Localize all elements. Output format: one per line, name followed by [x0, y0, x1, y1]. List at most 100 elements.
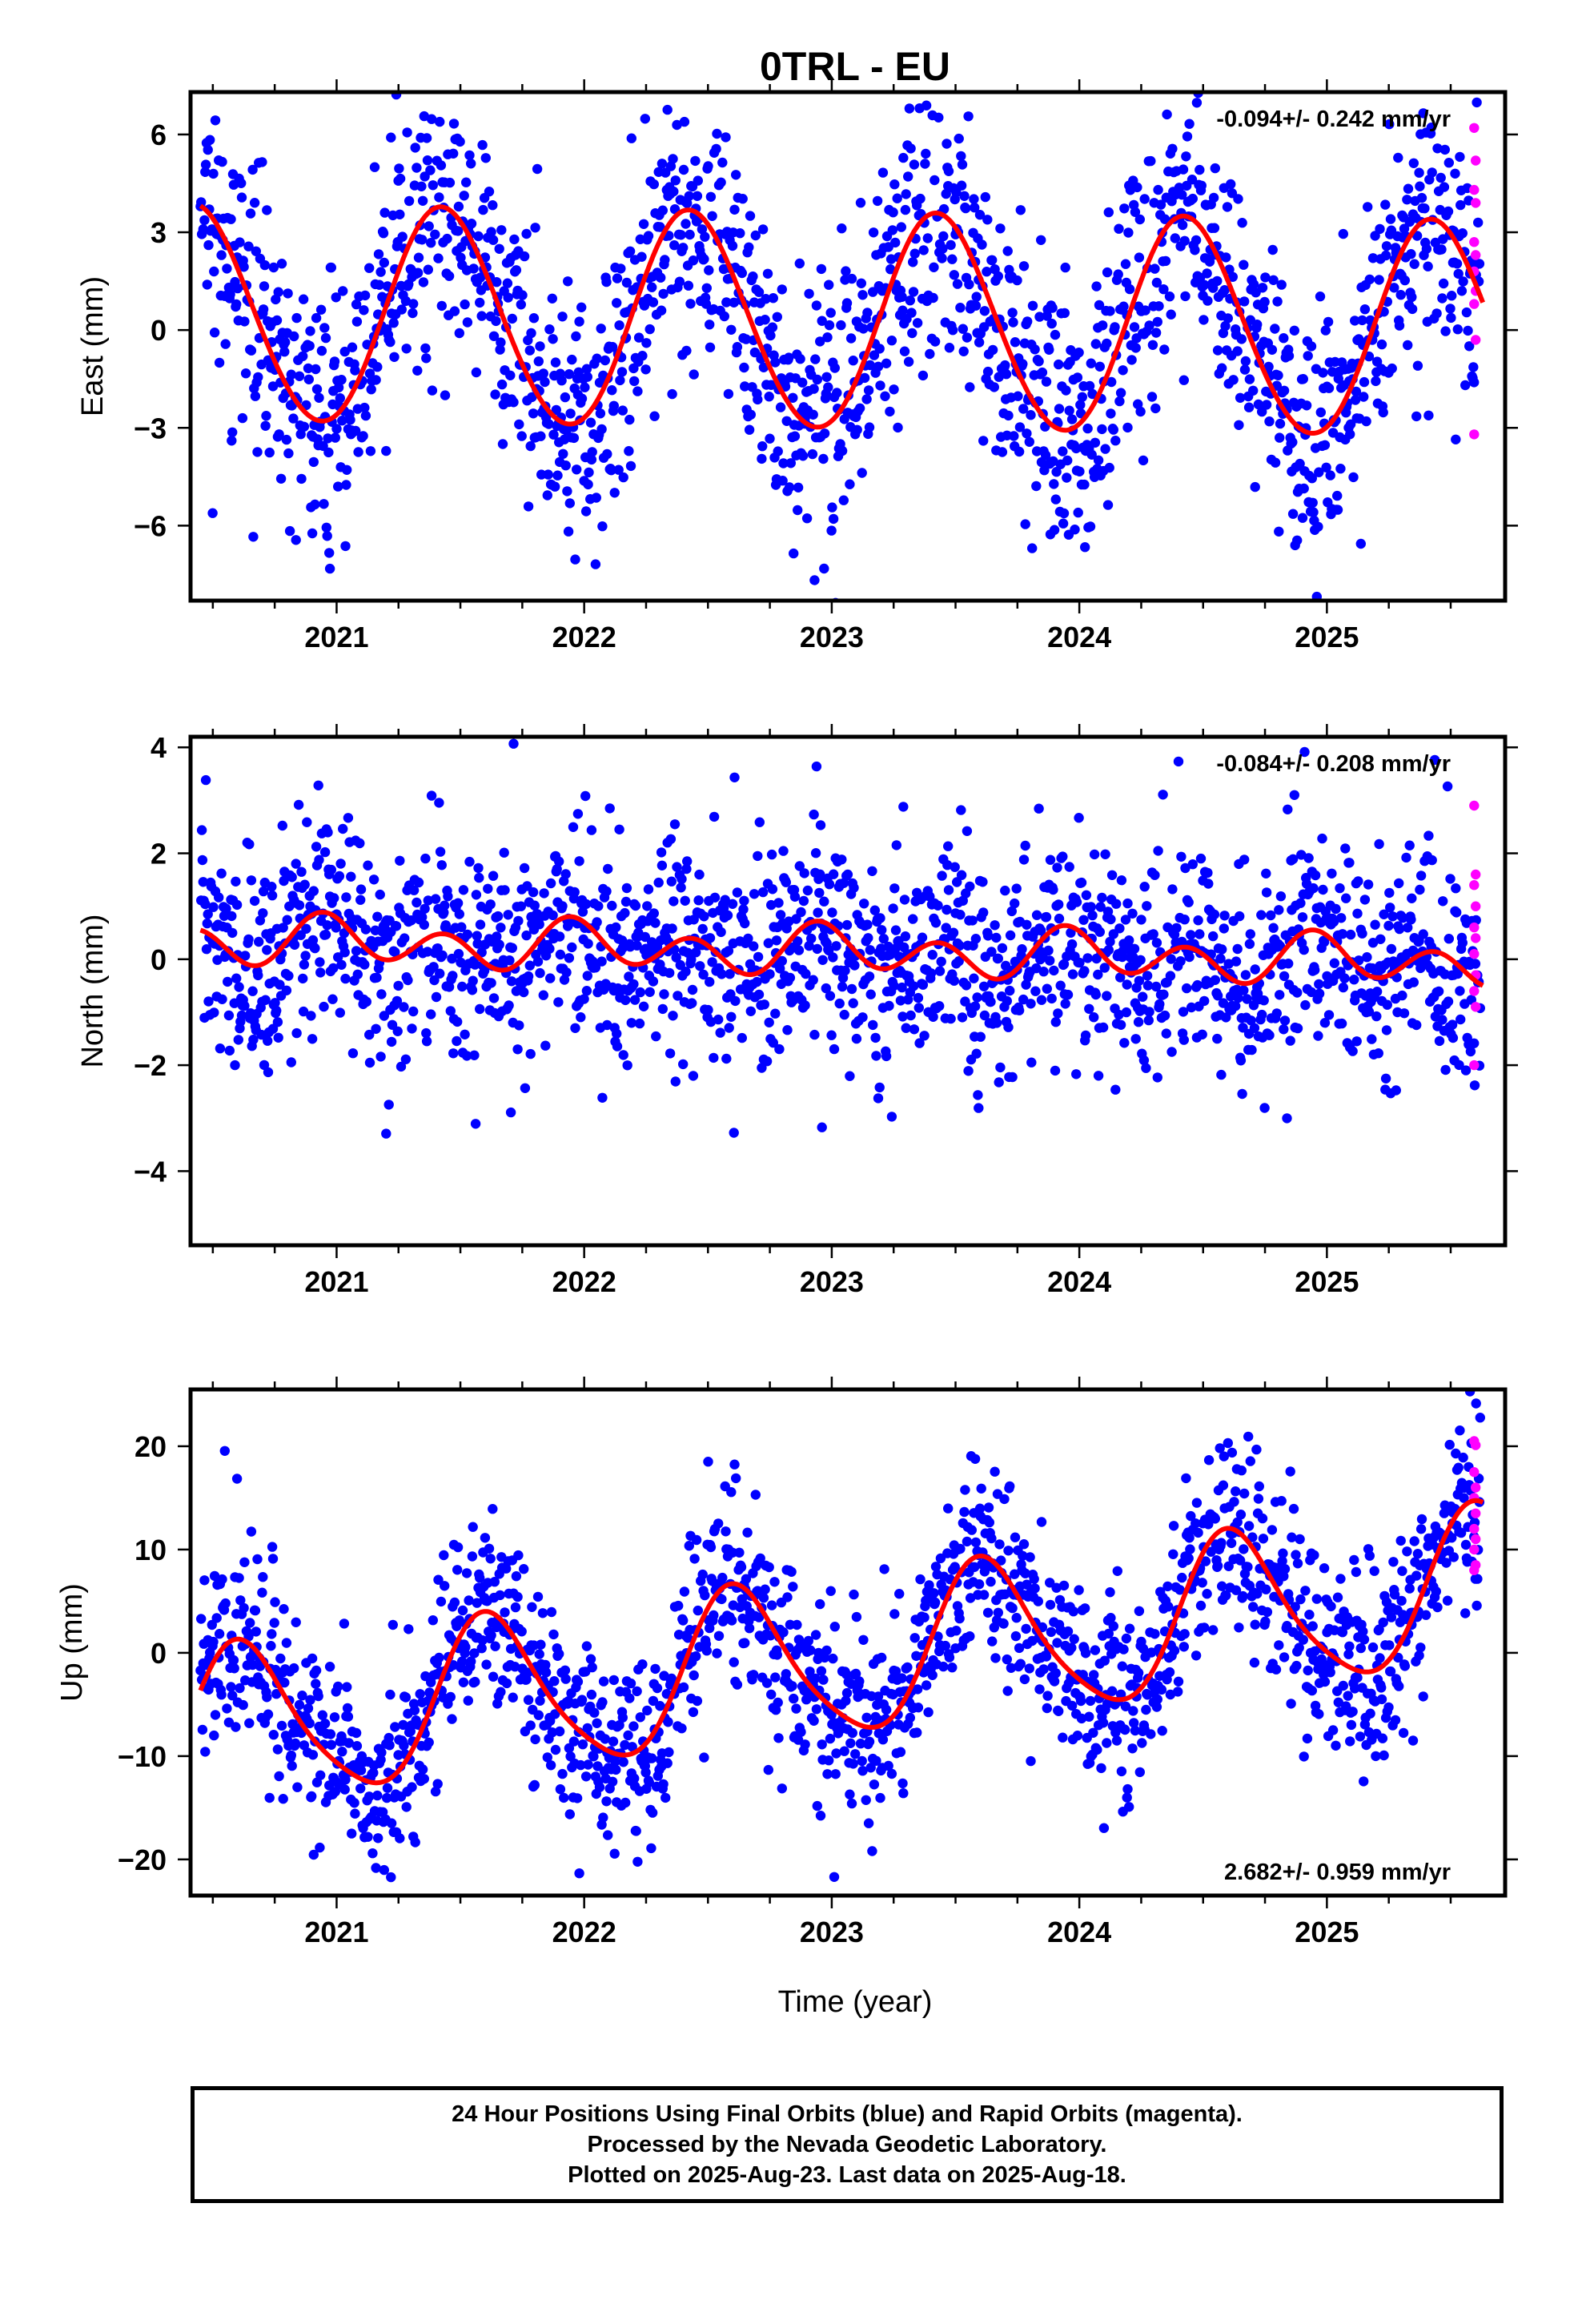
final-orbit-point — [822, 1769, 833, 1779]
final-orbit-point — [1167, 884, 1178, 895]
final-orbit-point — [555, 1784, 566, 1795]
final-orbit-point — [814, 887, 825, 899]
y-tick-label: 3 — [151, 216, 167, 249]
final-orbit-point — [770, 1672, 781, 1683]
final-orbit-point — [1036, 235, 1046, 245]
final-orbit-point — [986, 1533, 997, 1544]
final-orbit-point — [1235, 911, 1245, 922]
final-orbit-point — [295, 429, 306, 440]
final-orbit-point — [990, 1466, 1000, 1477]
final-orbit-point — [1128, 1706, 1138, 1716]
final-orbit-point — [793, 505, 803, 516]
final-orbit-point — [744, 242, 754, 252]
final-orbit-point — [1446, 312, 1456, 324]
final-orbit-point — [1320, 325, 1331, 336]
final-orbit-point — [978, 877, 988, 887]
final-orbit-point — [412, 897, 422, 908]
final-orbit-point — [1045, 955, 1055, 966]
final-orbit-point — [532, 909, 543, 919]
final-orbit-point — [672, 862, 682, 872]
final-orbit-point — [426, 790, 437, 801]
final-orbit-point — [326, 864, 336, 875]
final-orbit-point — [1250, 481, 1260, 493]
final-orbit-point — [764, 1562, 774, 1573]
final-orbit-point — [885, 264, 896, 275]
final-orbit-point — [532, 163, 543, 175]
final-orbit-point — [544, 419, 554, 429]
final-orbit-point — [1359, 376, 1370, 388]
final-orbit-point — [458, 1677, 469, 1687]
final-orbit-point — [1138, 991, 1148, 1002]
final-orbit-point — [1378, 407, 1388, 418]
final-orbit-point — [1026, 1057, 1037, 1068]
final-orbit-point — [412, 365, 423, 376]
final-orbit-point — [610, 1756, 620, 1767]
final-orbit-point — [496, 379, 508, 390]
final-orbit-point — [1219, 911, 1230, 921]
final-orbit-point — [753, 951, 764, 963]
final-orbit-point — [717, 969, 727, 979]
final-orbit-point — [739, 362, 749, 373]
final-orbit-point — [264, 447, 275, 458]
final-orbit-point — [1357, 315, 1367, 326]
final-orbit-point — [511, 1571, 522, 1582]
final-orbit-point — [1138, 1643, 1149, 1654]
final-orbit-point — [819, 896, 829, 907]
final-orbit-point — [209, 328, 220, 338]
final-orbit-point — [684, 1541, 694, 1551]
final-orbit-point — [335, 858, 346, 869]
final-orbit-point — [1140, 305, 1150, 316]
final-orbit-point — [715, 1027, 725, 1038]
final-orbit-point — [1106, 376, 1117, 388]
final-orbit-point — [341, 480, 351, 490]
final-orbit-point — [1072, 372, 1083, 383]
final-orbit-point — [1447, 291, 1457, 301]
final-orbit-point — [1010, 898, 1020, 909]
final-orbit-point — [1036, 995, 1047, 1005]
final-orbit-point — [282, 915, 292, 925]
final-orbit-point — [1279, 385, 1290, 396]
final-orbit-point — [1108, 424, 1119, 435]
final-orbit-point — [1275, 891, 1287, 902]
final-orbit-point — [848, 998, 858, 1008]
final-orbit-point — [1058, 1580, 1070, 1591]
final-orbit-point — [1299, 483, 1309, 494]
final-orbit-point — [1380, 1073, 1391, 1084]
final-orbit-point — [253, 970, 263, 981]
final-orbit-point — [681, 863, 692, 875]
final-orbit-point — [875, 1792, 885, 1803]
final-orbit-point — [1315, 292, 1326, 302]
final-orbit-point — [382, 1792, 392, 1803]
final-orbit-point — [958, 346, 969, 356]
final-orbit-point — [1287, 854, 1299, 865]
final-orbit-point — [1058, 1732, 1068, 1743]
final-orbit-point — [580, 1771, 592, 1782]
final-orbit-point — [861, 1795, 871, 1805]
final-orbit-point — [281, 1638, 292, 1648]
final-orbit-point — [379, 207, 390, 218]
final-orbit-point — [1150, 870, 1160, 880]
final-orbit-point — [752, 976, 762, 987]
final-orbit-point — [956, 151, 966, 162]
final-orbit-point — [262, 1692, 272, 1703]
final-orbit-point — [1134, 252, 1145, 263]
final-orbit-point — [412, 267, 424, 278]
final-orbit-point — [316, 345, 327, 356]
final-orbit-point — [1351, 1036, 1362, 1047]
final-orbit-point — [638, 219, 649, 229]
model-curve — [199, 203, 1485, 436]
final-orbit-point — [1443, 206, 1454, 217]
rate-label: -0.084+/- 0.208 mm/yr — [1216, 751, 1451, 777]
final-orbit-point — [688, 1071, 699, 1081]
final-orbit-point — [448, 119, 460, 129]
final-orbit-point — [763, 938, 773, 948]
final-orbit-point — [651, 1031, 661, 1042]
final-orbit-point — [653, 877, 664, 888]
final-orbit-point — [408, 885, 420, 895]
final-orbit-point — [1247, 1044, 1257, 1055]
final-orbit-point — [775, 963, 785, 974]
final-orbit-point — [1272, 296, 1283, 307]
final-orbit-point — [536, 469, 547, 480]
final-orbit-point — [1382, 999, 1393, 1010]
